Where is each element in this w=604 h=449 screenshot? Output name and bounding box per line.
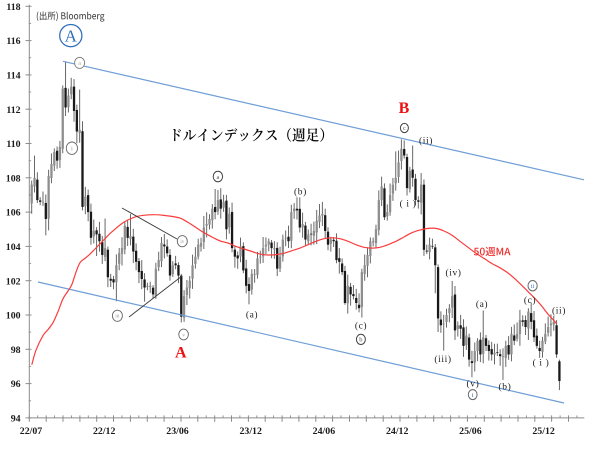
svg-text:B: B (399, 100, 410, 117)
svg-text:94: 94 (11, 414, 21, 425)
svg-text:(c): (c) (355, 320, 367, 331)
svg-text:(b): (b) (499, 381, 512, 392)
svg-text:(a): (a) (246, 309, 258, 320)
svg-text:25/12: 25/12 (532, 426, 555, 437)
svg-text:b: b (359, 337, 362, 344)
svg-text:(c): (c) (524, 295, 536, 306)
svg-text:ii: ii (531, 284, 535, 290)
svg-text:(iv): (iv) (445, 267, 461, 278)
svg-text:24/12: 24/12 (386, 426, 409, 437)
svg-text:108: 108 (6, 173, 21, 184)
svg-text:A: A (175, 345, 187, 362)
svg-text:112: 112 (6, 105, 20, 116)
svg-text:v: v (182, 333, 185, 339)
svg-text:24/06: 24/06 (313, 426, 336, 437)
svg-text:110: 110 (6, 139, 20, 150)
svg-text:i: i (472, 392, 474, 399)
svg-text:(b): (b) (294, 186, 307, 197)
svg-text:102: 102 (6, 276, 21, 287)
svg-text:( i ): ( i ) (533, 357, 550, 368)
svg-text:(iii): (iii) (434, 354, 451, 365)
svg-text:c: c (403, 125, 406, 132)
svg-text:25/06: 25/06 (459, 426, 482, 437)
svg-text:22/07: 22/07 (20, 426, 43, 437)
svg-text:A: A (65, 27, 78, 46)
svg-text:114: 114 (6, 71, 20, 82)
svg-text:23/06: 23/06 (166, 426, 189, 437)
svg-text:(ii): (ii) (552, 305, 566, 316)
svg-text:116: 116 (6, 36, 20, 47)
svg-text:(ii): (ii) (419, 135, 433, 146)
svg-text:(v): (v) (467, 378, 480, 389)
svg-text:a: a (216, 174, 219, 181)
svg-text:23/12: 23/12 (239, 426, 262, 437)
svg-text:iii: iii (115, 315, 120, 320)
svg-text:106: 106 (6, 208, 21, 219)
svg-text:118: 118 (6, 2, 20, 13)
svg-text:104: 104 (6, 242, 21, 253)
svg-text:96: 96 (11, 379, 21, 390)
svg-text:iv: iv (180, 240, 184, 245)
svg-text:i: i (71, 146, 73, 153)
svg-text:(a): (a) (476, 299, 488, 310)
svg-text:100: 100 (6, 311, 21, 322)
svg-text:98: 98 (11, 345, 21, 356)
svg-text:( i ): ( i ) (400, 198, 417, 209)
svg-text:a: a (78, 61, 81, 67)
svg-text:22/12: 22/12 (93, 426, 116, 437)
